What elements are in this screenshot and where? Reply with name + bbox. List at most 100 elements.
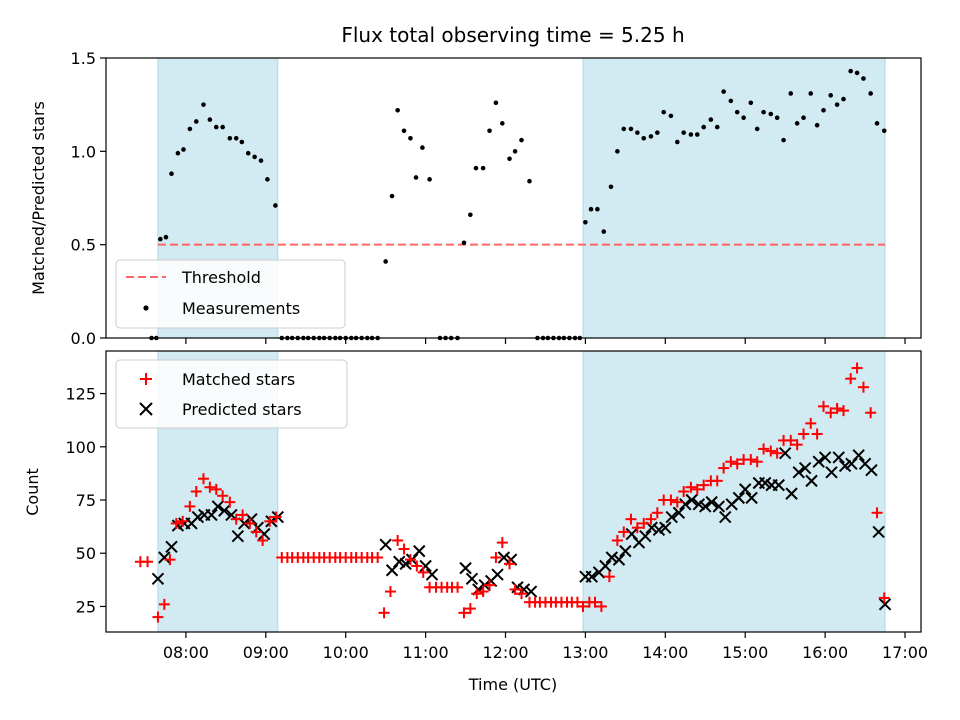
measurement-point: [258, 158, 264, 163]
predicted-point: [818, 451, 832, 464]
predicted-point-b: [497, 551, 511, 564]
figure-title: Flux total observing time = 5.25 h: [341, 23, 684, 47]
measurement-point: [420, 145, 425, 150]
predicted-point-b: [778, 446, 792, 460]
measurement-point: [615, 149, 620, 154]
matched-point: [170, 517, 182, 529]
matched-point: [471, 588, 483, 600]
measurement-point: [233, 135, 239, 141]
measurement-point: [788, 91, 794, 96]
predicted-point-b: [812, 455, 825, 468]
predicted-point: [497, 551, 511, 564]
measurement-point: [721, 89, 726, 94]
matched-point: [158, 598, 170, 610]
top-axes-frame: [105, 57, 922, 339]
predicted-point: [151, 572, 165, 585]
measurement-point: [601, 229, 607, 234]
legend-threshold-label: Threshold: [181, 268, 261, 287]
measurement-point: [728, 98, 734, 104]
matched-point: [509, 583, 521, 595]
legend-predicted-label: Predicted stars: [182, 400, 302, 419]
predicted-point: [825, 466, 838, 479]
matched-point: [372, 551, 384, 563]
predicted-point: [419, 559, 432, 573]
measurement-point: [761, 109, 766, 115]
legend-matched-swatch: [140, 373, 152, 385]
matched-point: [811, 428, 823, 440]
bottom-panel: 25 50 75 100 125 08:00 09:00 10:00 11:00 12:00 13…: [23, 350, 928, 694]
predicted-point-b: [238, 517, 251, 530]
bottom-yticks: 25 50 75 100 125: [65, 385, 106, 616]
matched-point: [825, 407, 837, 419]
predicted-point-b: [257, 527, 271, 541]
matched-point: [244, 517, 256, 529]
predicted-point: [745, 491, 758, 505]
matched-point: [798, 428, 810, 440]
measurement-point: [714, 124, 720, 130]
predicted-point-b: [165, 540, 178, 554]
predicted-point: [425, 568, 439, 581]
matched-point: [785, 434, 797, 446]
measurement-point: [694, 132, 700, 137]
predicted-point: [785, 487, 798, 500]
bottom-xtick-label: 14:00: [642, 643, 688, 662]
predicted-point-b: [692, 498, 706, 511]
predicted-point: [705, 495, 718, 509]
measurement-point: [169, 171, 174, 177]
bottom-xtick-label: 11:00: [403, 643, 449, 662]
predicted-point-b: [665, 510, 678, 524]
bottom-predicted-layer: [151, 446, 892, 611]
matched-point: [217, 490, 229, 502]
matched-point: [645, 513, 657, 525]
top-xticks: [185, 338, 906, 344]
matched-point: [264, 515, 276, 527]
matched-point: [651, 507, 663, 519]
measurement-point: [834, 102, 840, 107]
top-ytick-label: 0.5: [71, 236, 96, 255]
matched-point: [417, 566, 429, 578]
predicted-point-b: [792, 466, 805, 479]
predicted-point: [778, 446, 792, 460]
measurement-point: [681, 130, 686, 135]
matched-point: [204, 481, 216, 493]
measurement-point: [701, 124, 706, 130]
predicted-point-b: [818, 451, 832, 464]
top-yticks: 0.0 0.5 1.0 1.5: [71, 49, 106, 348]
matched-point: [805, 417, 817, 429]
measurement-point: [794, 121, 800, 126]
matched-point: [771, 447, 783, 459]
measurement-point: [427, 177, 432, 182]
matched-point: [765, 445, 777, 457]
predicted-point: [211, 500, 225, 513]
bottom-axes-frame: [105, 350, 922, 633]
predicted-point-b: [419, 559, 432, 573]
predicted-point: [165, 540, 178, 554]
bottom-xtick-label: 12:00: [482, 643, 528, 662]
predicted-point-b: [619, 544, 632, 558]
measurement-point: [201, 102, 206, 107]
predicted-point: [205, 508, 218, 522]
bottom-legend-frame: [115, 359, 348, 429]
measurement-point: [595, 206, 600, 212]
measurement-point: [473, 165, 479, 171]
measurement-point: [674, 139, 680, 145]
legend-measurements-swatch: [143, 305, 149, 311]
predicted-point-b: [151, 572, 165, 585]
measurement-point: [828, 93, 834, 98]
predicted-point-b: [413, 544, 426, 558]
predicted-point: [865, 464, 878, 477]
matched-point: [270, 511, 282, 523]
matched-point: [197, 473, 209, 485]
matched-point: [751, 456, 763, 468]
measurement-point: [512, 149, 518, 154]
bottom-matched-layer: [134, 362, 890, 623]
measurement-point: [175, 150, 181, 156]
predicted-point-b: [379, 538, 392, 551]
predicted-point: [491, 568, 504, 581]
predicted-point: [585, 570, 599, 583]
matched-point: [384, 586, 396, 598]
measurement-point: [741, 115, 746, 121]
measurement-point: [461, 240, 467, 246]
matched-point: [210, 483, 222, 495]
matched-point: [237, 509, 249, 521]
